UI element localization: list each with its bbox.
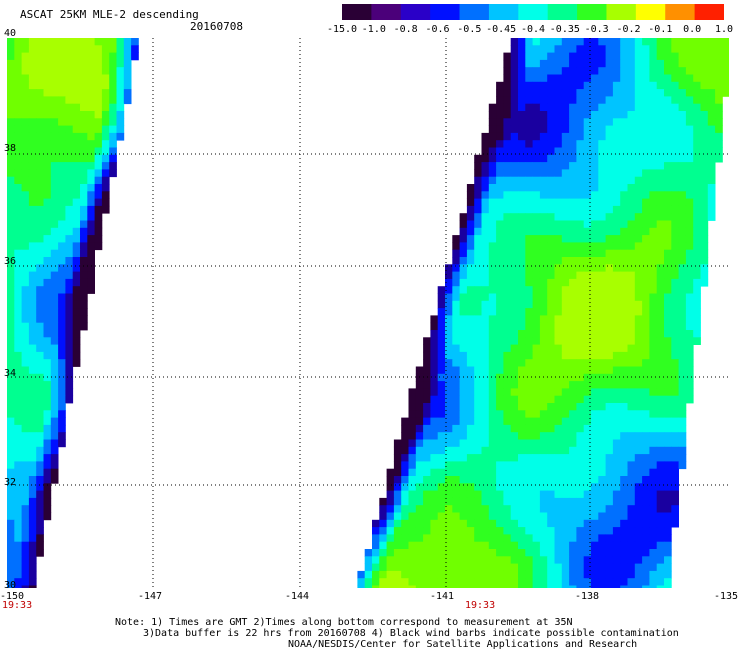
colorbar-label: -0.6: [425, 24, 450, 35]
colorbar-label: -0.45: [486, 24, 517, 35]
footer-note-2: 3)Data buffer is 22 hrs from 20160708 4)…: [143, 628, 679, 639]
colorbar-swatch: [577, 4, 607, 20]
colorbar-swatch: [459, 4, 490, 20]
colorbar-swatch: [430, 4, 461, 20]
swath-cells: [7, 38, 729, 588]
lat-label-36: 36: [4, 256, 17, 267]
colorbar-swatch: [665, 4, 696, 20]
colorbar-swatch: [518, 4, 549, 20]
colorbar-label: -0.4: [520, 24, 546, 35]
lon-label-144: -144: [285, 591, 310, 602]
swath-map: [7, 38, 729, 588]
footer-note-3: NOAA/NESDIS/Center for Satellite Applica…: [288, 639, 638, 650]
lon-label-147: -147: [138, 591, 163, 602]
colorbar-swatch: [635, 4, 666, 20]
colorbar-label: -0.1: [648, 24, 673, 35]
colorbar-label: 0.0: [683, 24, 702, 35]
colorbar-label: -15.0: [326, 24, 358, 35]
time-label-left: 19:33: [2, 600, 33, 611]
lat-label-38: 38: [4, 143, 17, 154]
time-label-right: 19:33: [465, 600, 496, 611]
footer-note-1: Note: 1) Times are GMT 2)Times along bot…: [115, 617, 573, 628]
lat-label-32: 32: [4, 477, 17, 488]
colorbar-labels: -15.0 -1.0 -0.8 -0.6 -0.5 -0.45 -0.4 -0.35 -0.3-…: [327, 0, 733, 40]
colorbar-label: -0.35: [549, 24, 580, 35]
colorbar-label: -0.3: [584, 24, 609, 35]
colorbar-label: -1.0: [361, 24, 386, 35]
lat-label-40: 40: [4, 28, 17, 39]
colorbar-label: -0.2: [616, 24, 641, 35]
lon-label-141: -141: [430, 591, 455, 602]
map-title: ASCAT 25KM MLE-2 descending: [20, 8, 199, 21]
colorbar-label: -0.5: [457, 24, 482, 35]
lon-label-135: -135: [714, 591, 739, 602]
lat-label-30: 30: [4, 580, 17, 591]
colorbar-swatch: [606, 4, 637, 20]
colorbar-swatch: [488, 4, 519, 20]
lon-label-138: -138: [575, 591, 600, 602]
colorbar-swatch: [342, 4, 372, 20]
map-date: 20160708: [190, 20, 243, 33]
colorbar: [342, 4, 724, 20]
colorbar-swatch: [371, 4, 402, 20]
colorbar-label: -0.8: [393, 24, 418, 35]
colorbar-label: 1.0: [714, 24, 734, 35]
colorbar-swatch: [547, 4, 578, 20]
colorbar-swatch: [400, 4, 431, 20]
lon-label-150: -150: [0, 591, 25, 602]
colorbar-swatch: [694, 4, 724, 20]
lat-label-34: 34: [4, 368, 17, 379]
